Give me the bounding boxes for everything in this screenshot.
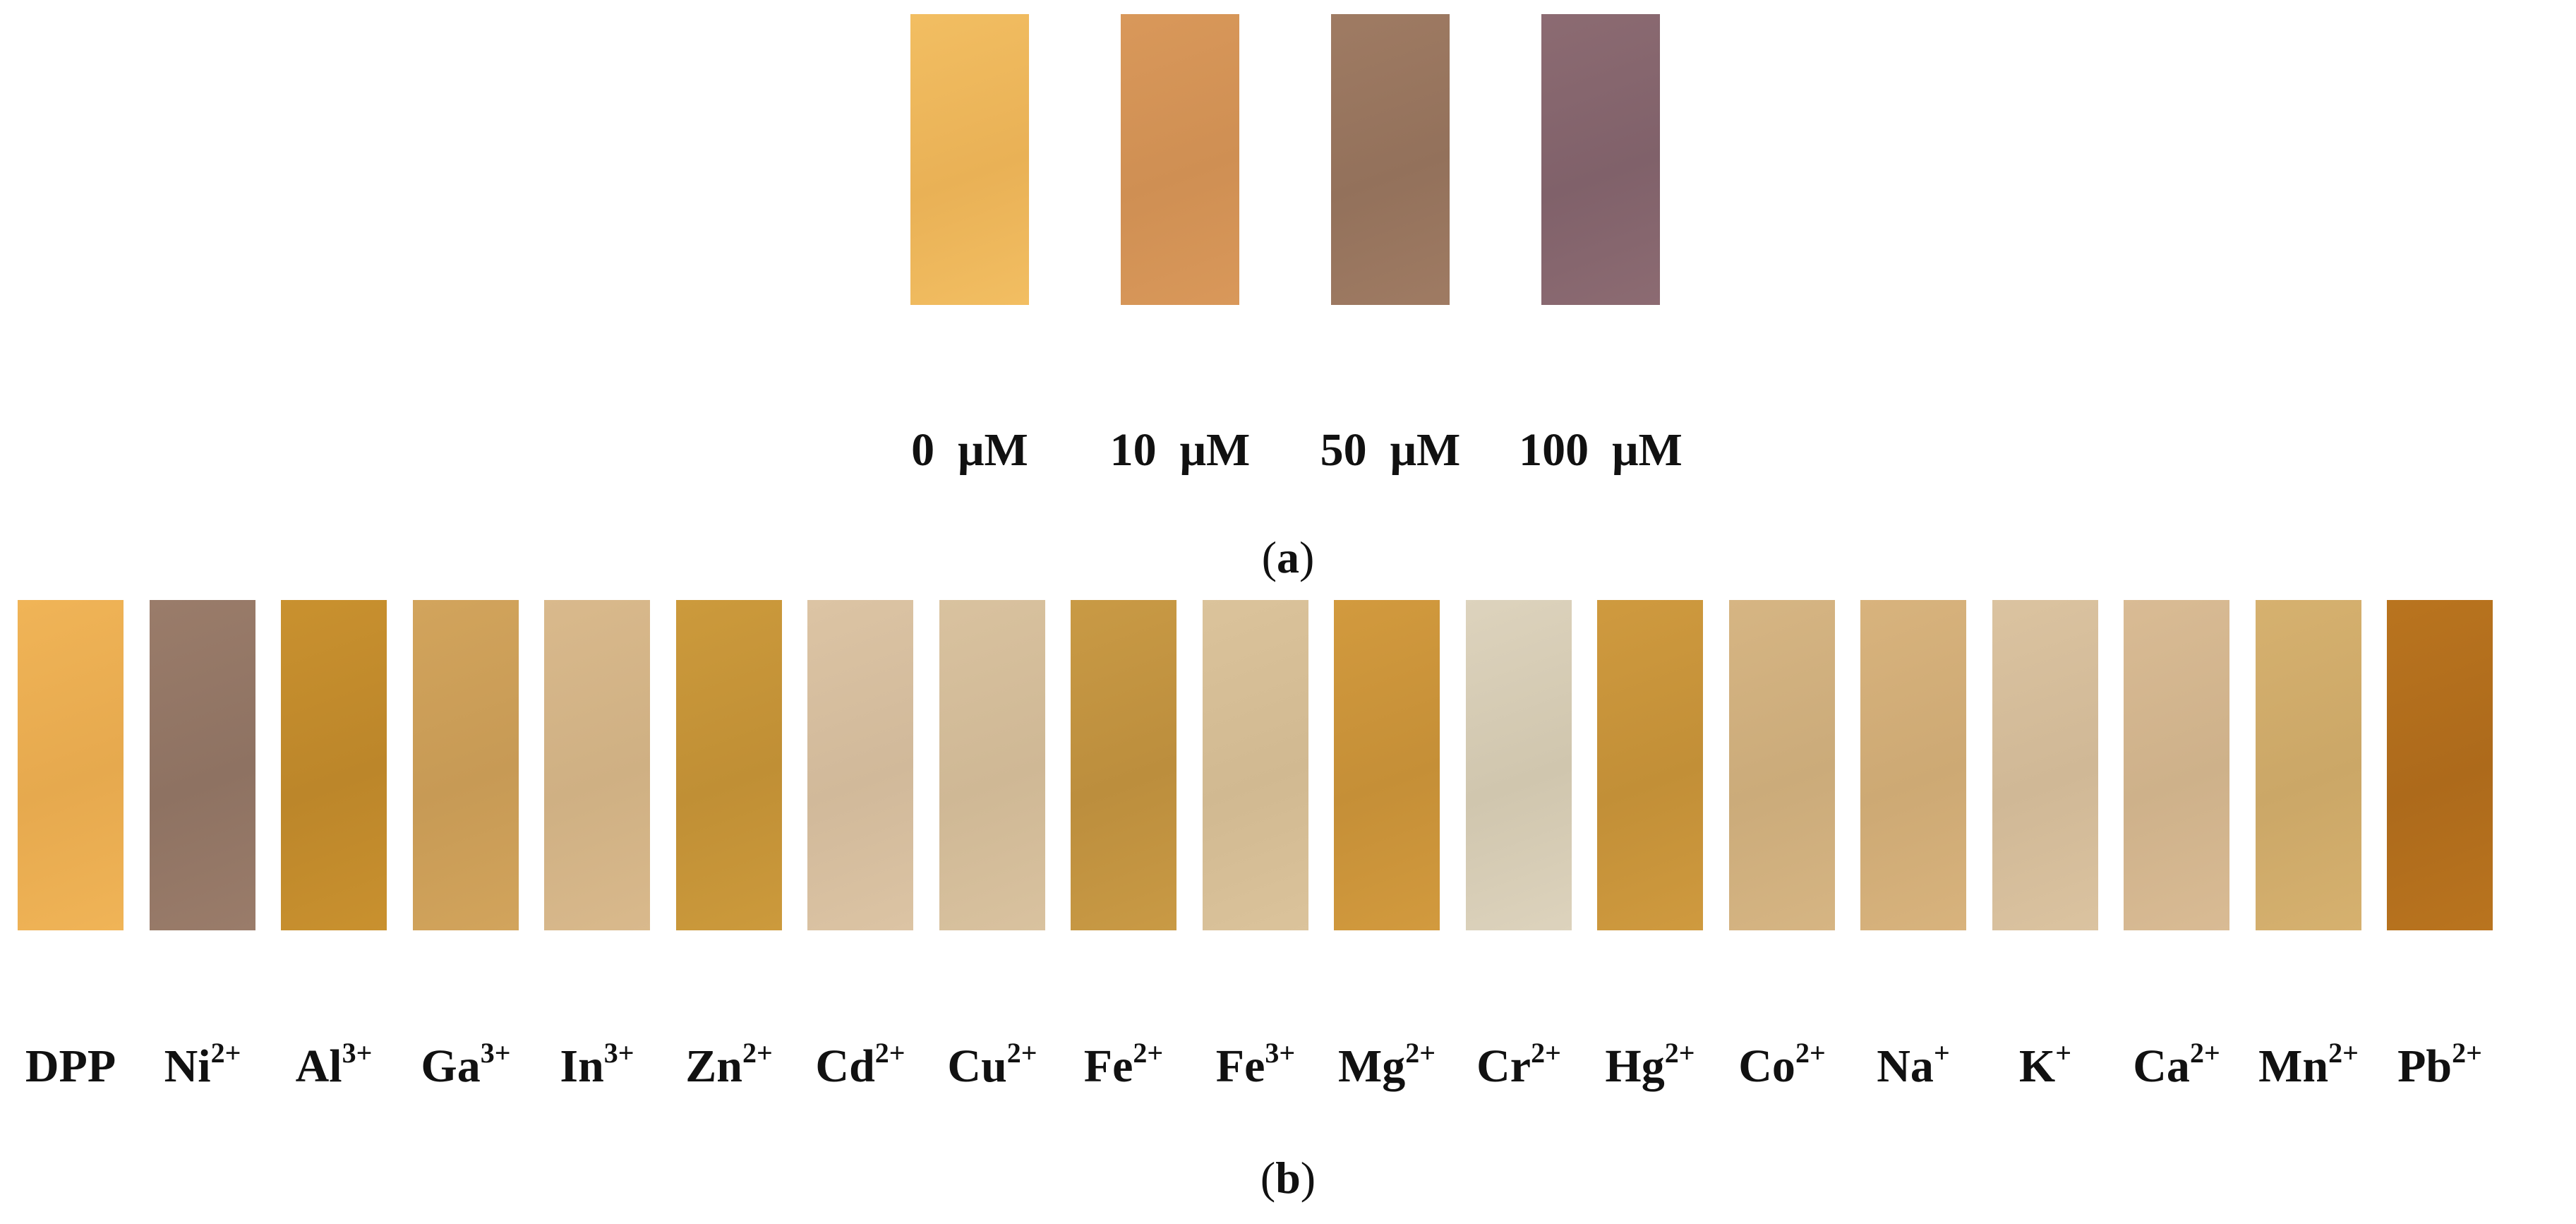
ion-symbol: In — [560, 1040, 604, 1092]
ion-label: Pb2+ — [2397, 1039, 2482, 1092]
ion-symbol: Fe — [1083, 1040, 1133, 1092]
ion-symbol: Mn — [2258, 1040, 2329, 1092]
ion-symbol: Co — [1738, 1040, 1795, 1092]
ion-label: Ca2+ — [2133, 1039, 2220, 1092]
ion-label: DPP — [25, 1043, 116, 1090]
ion-swatch — [18, 600, 124, 930]
ion-symbol: Pb — [2397, 1040, 2452, 1092]
ion-label: Cd2+ — [815, 1039, 905, 1092]
concentration-label: 10 μM — [1109, 424, 1251, 476]
ion-symbol: Ca — [2133, 1040, 2190, 1092]
ion-label: Mg2+ — [1337, 1039, 1436, 1092]
ion-swatch — [2387, 600, 2493, 930]
ion-symbol: Al — [295, 1040, 342, 1092]
ion-charge: 2+ — [210, 1037, 241, 1069]
ion-label: Al3+ — [295, 1039, 373, 1092]
ion-charge: 2+ — [1664, 1037, 1695, 1069]
concentration-swatch — [910, 14, 1029, 305]
ion-label: Fe2+ — [1083, 1039, 1163, 1092]
ion-swatch — [2256, 600, 2361, 930]
ion-charge: 2+ — [874, 1037, 905, 1069]
ion-swatch — [413, 600, 519, 930]
concentration-swatch — [1541, 14, 1660, 305]
ion-label: Co2+ — [1738, 1039, 1825, 1092]
ion-charge: 2+ — [1133, 1037, 1164, 1069]
ion-label: Cr2+ — [1476, 1039, 1561, 1092]
ion-swatch — [1860, 600, 1966, 930]
ion-symbol: Na — [1877, 1040, 1934, 1092]
ion-charge: 2+ — [1795, 1037, 1826, 1069]
ion-charge: 2+ — [1006, 1037, 1037, 1069]
ion-symbol: Cd — [815, 1040, 875, 1092]
ion-charge: + — [2055, 1037, 2072, 1069]
ion-charge: 2+ — [1405, 1037, 1436, 1069]
panel-a-label: (a) — [1261, 532, 1315, 582]
ion-swatch — [544, 600, 650, 930]
ion-symbol: Hg — [1605, 1040, 1665, 1092]
ion-swatch — [1992, 600, 2098, 930]
concentration-label: 0 μM — [911, 424, 1028, 476]
ion-swatch — [150, 600, 255, 930]
ion-charge: 2+ — [2189, 1037, 2220, 1069]
ion-charge: 2+ — [2328, 1037, 2359, 1069]
ion-charge: 2+ — [1531, 1037, 1561, 1069]
ion-label: Ni2+ — [164, 1039, 241, 1092]
ion-symbol: Ni — [164, 1040, 211, 1092]
ion-symbol: Zn — [685, 1040, 742, 1092]
ion-swatch — [807, 600, 913, 930]
ion-swatch — [1597, 600, 1703, 930]
ion-symbol: DPP — [25, 1040, 116, 1092]
ion-label: Hg2+ — [1605, 1039, 1695, 1092]
ion-symbol: Ga — [421, 1040, 481, 1092]
ion-label: K+ — [2018, 1039, 2071, 1092]
ion-symbol: Cr — [1476, 1040, 1531, 1092]
ion-swatch — [1203, 600, 1308, 930]
ion-charge: 3+ — [603, 1037, 634, 1069]
ion-symbol: Cu — [947, 1040, 1007, 1092]
ion-label: Mn2+ — [2258, 1039, 2359, 1092]
ion-symbol: K — [2018, 1040, 2056, 1092]
concentration-label: 50 μM — [1320, 424, 1461, 476]
ion-charge: 2+ — [2452, 1037, 2482, 1069]
concentration-swatch — [1331, 14, 1450, 305]
ion-charge: 3+ — [480, 1037, 511, 1069]
ion-charge: 3+ — [342, 1037, 373, 1069]
ion-swatch — [1334, 600, 1440, 930]
ion-label: Cu2+ — [947, 1039, 1037, 1092]
ion-swatch — [281, 600, 387, 930]
ion-swatch — [939, 600, 1045, 930]
ion-swatch — [2124, 600, 2229, 930]
ion-charge: 3+ — [1265, 1037, 1296, 1069]
ion-swatch — [676, 600, 782, 930]
ion-swatch — [1071, 600, 1176, 930]
panel-b-label: (b) — [1260, 1153, 1316, 1203]
ion-symbol: Fe — [1215, 1040, 1265, 1092]
ion-swatch — [1729, 600, 1835, 930]
ion-label: In3+ — [560, 1039, 634, 1092]
concentration-label: 100 μM — [1519, 424, 1683, 476]
concentration-swatch — [1121, 14, 1239, 305]
ion-label: Ga3+ — [421, 1039, 510, 1092]
ion-label: Zn2+ — [685, 1039, 773, 1092]
ion-swatch — [1466, 600, 1572, 930]
ion-charge: + — [1933, 1037, 1950, 1069]
ion-label: Fe3+ — [1215, 1039, 1295, 1092]
ion-symbol: Mg — [1337, 1040, 1406, 1092]
ion-label: Na+ — [1877, 1039, 1949, 1092]
ion-charge: 2+ — [742, 1037, 773, 1069]
